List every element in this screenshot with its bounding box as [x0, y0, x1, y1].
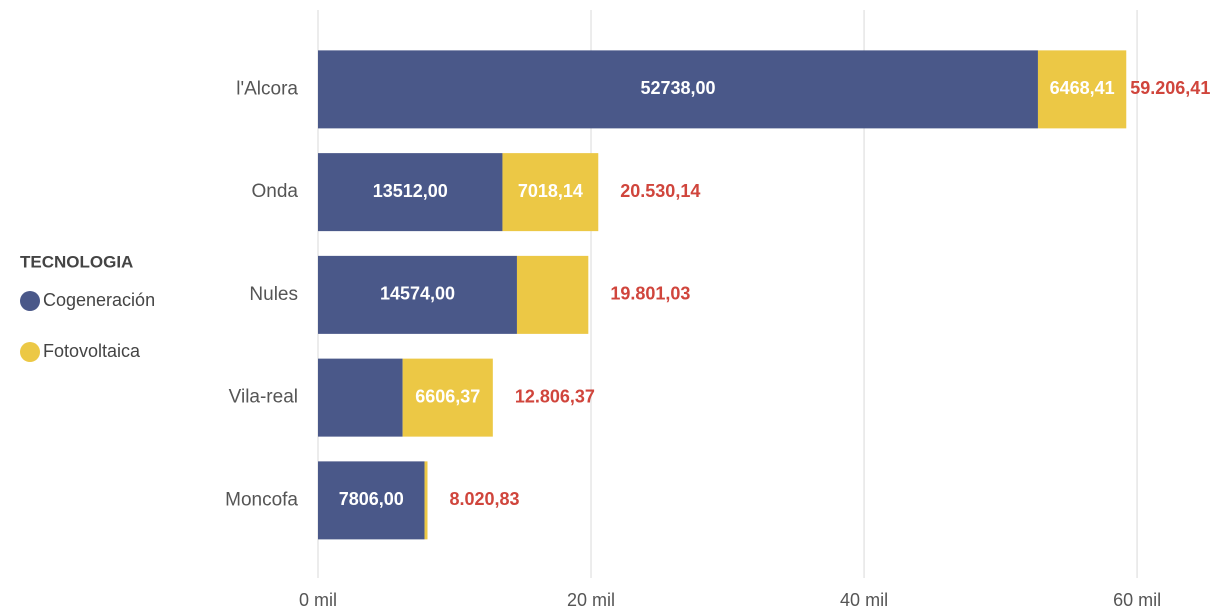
bar-segment [318, 461, 425, 540]
bar-segment [424, 461, 428, 540]
bar-segment [318, 255, 517, 334]
legend-marker [20, 342, 40, 362]
data-label: 7806,00 [339, 489, 404, 509]
x-tick-label: 60 mil [1113, 590, 1161, 610]
x-tick-label: 40 mil [840, 590, 888, 610]
bar-segment [318, 50, 1038, 129]
y-tick-label: l'Alcora [236, 78, 298, 99]
legend-title: TECNOLOGIA [20, 252, 133, 271]
y-tick-label: Nules [249, 284, 298, 305]
bar-segment [402, 358, 493, 437]
bar-segment [516, 255, 589, 334]
bar-segment [1037, 50, 1127, 129]
legend-label: Fotovoltaica [43, 341, 141, 361]
bar-segment [318, 358, 403, 437]
bar-segment [318, 153, 503, 232]
data-label: 52738,00 [640, 78, 715, 98]
y-tick-label: Onda [252, 181, 299, 202]
legend-label: Cogeneración [43, 290, 155, 310]
data-label: 14574,00 [380, 284, 455, 304]
total-label: 19.801,03 [610, 284, 690, 304]
y-tick-label: Vila-real [229, 387, 298, 408]
data-label: 6606,37 [415, 386, 480, 406]
x-tick-label: 20 mil [567, 590, 615, 610]
bar-segment [502, 153, 599, 232]
total-label: 20.530,14 [620, 181, 700, 201]
legend-marker [20, 291, 40, 311]
data-label: 7018,14 [518, 181, 583, 201]
x-tick-label: 0 mil [299, 590, 337, 610]
data-label: 6468,41 [1050, 78, 1115, 98]
y-tick-label: Moncofa [225, 489, 298, 510]
total-label: 59.206,41 [1130, 78, 1210, 98]
data-label: 13512,00 [373, 181, 448, 201]
total-label: 8.020,83 [449, 489, 519, 509]
total-label: 12.806,37 [515, 386, 595, 406]
